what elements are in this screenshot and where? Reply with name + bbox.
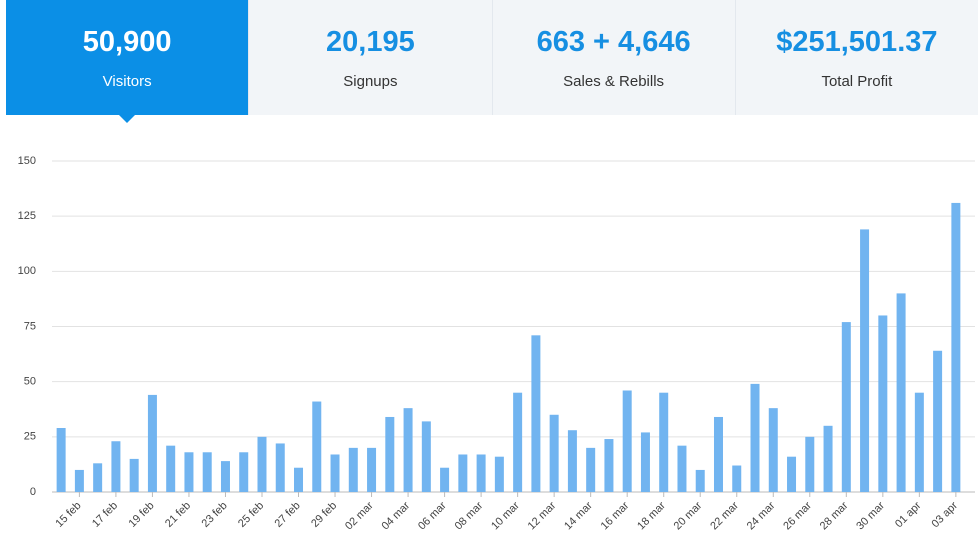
bar [476,454,486,492]
bar [732,465,742,492]
bar [74,469,84,492]
stat-value: 663 + 4,646 [536,26,691,58]
stat-label: Visitors [102,73,152,90]
stat-label: Signups [343,73,398,90]
bar [805,436,815,492]
bar [202,452,212,492]
bar [166,445,176,492]
x-tick-label: 12 mar [526,499,559,532]
bar [440,467,450,492]
x-tick-label: 01 apr [893,499,924,530]
bar [640,432,650,492]
bar [604,439,614,492]
bar [513,392,523,492]
y-tick-label: 125 [18,210,36,222]
bar [933,350,943,492]
bar [622,390,632,492]
bar [458,454,468,492]
y-tick-label: 100 [18,265,36,277]
x-tick-label: 28 mar [818,499,851,532]
bar [549,414,559,492]
bar [860,229,870,492]
bar [367,447,377,492]
bar [385,416,395,492]
x-tick-label: 04 mar [380,499,413,532]
stat-tab[interactable]: 663 + 4,646 Sales & Rebills [491,0,735,115]
bar [348,447,358,492]
x-tick-label: 25 feb [236,500,266,530]
y-tick-label: 75 [24,320,36,332]
x-tick-label: 18 mar [635,499,668,532]
bar [239,452,249,492]
bar [914,392,924,492]
bar [129,458,139,492]
bar [494,456,504,492]
bar [147,394,157,492]
bar [768,408,778,492]
bar [93,463,103,492]
x-tick-label: 20 mar [672,499,705,532]
bar [823,425,833,492]
x-tick-label: 06 mar [416,499,449,532]
y-tick-label: 50 [24,376,36,388]
x-tick-label: 24 mar [745,499,778,532]
bar [421,421,431,492]
x-tick-label: 30 mar [854,499,887,532]
x-tick-label: 22 mar [708,499,741,532]
stat-value: 20,195 [326,26,415,58]
x-tick-label: 14 mar [562,499,595,532]
bar [184,452,194,492]
x-tick-label: 16 mar [599,499,632,532]
stat-label: Sales & Rebills [563,73,665,90]
y-tick-label: 150 [18,155,36,167]
bar [713,416,723,492]
bar [312,401,322,492]
x-tick-label: 17 feb [90,500,120,530]
x-tick-label: 26 mar [781,499,814,532]
x-tick-label: 08 mar [453,499,486,532]
x-tick-label: 10 mar [489,499,522,532]
bar [56,428,66,492]
bar [878,315,888,492]
bar [659,392,669,492]
stat-value: 50,900 [82,26,172,58]
bar [896,293,906,492]
bar [787,456,797,492]
x-tick-label: 19 feb [126,500,156,530]
bar [750,383,760,492]
x-tick-label: 15 feb [53,500,83,530]
stat-tabs: 50,900 Visitors 20,195 Signups 663 + 4,646… [6,0,978,123]
x-tick-label: 29 feb [309,500,339,530]
bar [567,430,577,492]
bar [275,443,285,492]
x-tick-label: 21 feb [163,500,193,530]
bar [951,202,961,492]
stat-tab[interactable]: $251,501.37 Total Profit [734,0,978,115]
x-tick-label: 02 mar [343,499,376,532]
stat-tab[interactable]: 50,900 Visitors [6,0,249,123]
bar [403,408,413,492]
x-tick-label: 03 apr [929,499,960,530]
bar [257,436,267,492]
bar [531,335,541,492]
y-tick-label: 25 [24,431,36,443]
bar [695,469,705,492]
bar [220,461,230,492]
stat-tab[interactable]: 20,195 Signups [248,0,492,115]
stat-label: Total Profit [821,73,893,90]
bar [330,454,340,492]
stat-value: $251,501.37 [776,26,938,58]
x-tick-label: 23 feb [200,500,230,530]
bar [111,441,121,492]
bar [677,445,687,492]
bar [841,322,851,492]
bar [586,447,596,492]
x-tick-label: 27 feb [273,500,303,530]
bar [294,467,304,492]
y-tick-label: 0 [30,486,36,498]
